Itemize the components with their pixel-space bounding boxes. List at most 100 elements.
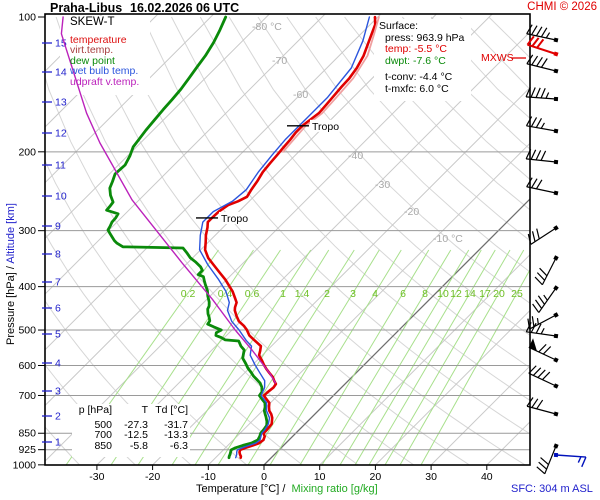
isotherm-line: [45, 14, 270, 240]
curve-virt-temp: [282, 16, 380, 153]
wind-barb-feather: [535, 179, 543, 190]
wind-barb-feather: [532, 303, 540, 313]
wind-barb-feather: [535, 87, 541, 98]
wind-barb-feather: [528, 365, 537, 374]
wind-barb-feather: [535, 26, 543, 37]
copyright-notice: CHMI © 2026: [527, 1, 597, 13]
surface-info-box: Surface: press: 963.9 hPa temp: -5.5 °C …: [379, 20, 464, 95]
wind-barb-feather: [530, 87, 536, 98]
temperature-tick-label: 20: [370, 471, 382, 483]
altitude-tick-label: 2: [55, 411, 61, 423]
pressure-tick-label: 1000: [13, 459, 37, 471]
isotherm-line: [96, 31, 530, 465]
wind-barb-feather: [535, 323, 542, 334]
isotherm-line: [45, 14, 326, 295]
wind-barb-feather: [536, 466, 546, 475]
temperature-axis-label: Temperature [°C]: [196, 483, 280, 495]
wind-barb-half-feather: [545, 92, 550, 99]
wind-barb-icon: [526, 397, 559, 417]
wind-barb-icon: [525, 116, 559, 134]
wind-barb-staff: [555, 454, 586, 458]
altitude-tick-label: 9: [55, 221, 61, 233]
pressure-tick-label: 300: [18, 225, 36, 237]
altitude-tick-label: 12: [55, 128, 67, 140]
wind-barb-feather: [540, 150, 547, 161]
wind-barb-feather: [526, 54, 534, 65]
mixing-ratio-label: 8: [422, 288, 428, 300]
wind-barb-icon: [532, 285, 559, 313]
mixing-ratio-line: [299, 249, 430, 465]
surface-box-title: Surface:: [379, 20, 419, 32]
mixing-ratio-label: 0.6: [245, 288, 260, 300]
wind-barb-feather: [535, 117, 543, 128]
legend-title: SKEW-T: [70, 16, 115, 28]
wind-barb-feather: [530, 322, 537, 333]
surface-wind-barb-icon: [553, 452, 587, 468]
wind-barb-feather: [531, 231, 536, 242]
wind-barb-feather: [538, 461, 548, 470]
wind-barb-feather: [540, 87, 546, 99]
legend-background: [60, 16, 150, 95]
levels-table-rows: 500 -27.3 -31.7 700 -12.5 -13.3 850 -5.8 -6.3: [78, 419, 188, 452]
wind-barb-feather: [534, 276, 543, 286]
wind-barb-icon: [528, 338, 559, 363]
wind-barb-feather: [537, 369, 546, 378]
legend-items: temperature virt.temp. dew point wet bulb t…: [70, 34, 139, 88]
dry-adiabat-line: [488, 16, 530, 59]
mixing-ratio-label: 17: [479, 288, 491, 300]
altitude-tick-label: 11: [55, 160, 66, 172]
dry-adiabat-line: [228, 16, 530, 336]
pressure-tick-label: 850: [18, 428, 36, 440]
wind-barb-feather: [536, 399, 544, 410]
wind-barb-dot: [553, 452, 559, 458]
pressure-tick-label: 700: [18, 390, 36, 402]
wind-barb-feather: [536, 56, 543, 67]
mixing-ratio-label: 1.4: [295, 288, 310, 300]
wind-barb-feather: [527, 233, 532, 245]
wind-barb-icon: [525, 86, 559, 102]
altitude-tick-label: 8: [55, 249, 61, 261]
isotherm-line: [45, 14, 382, 351]
wind-barb-feather: [531, 316, 535, 327]
altitude-tick-label: 15: [55, 38, 67, 50]
wind-barb-half-feather: [577, 456, 582, 463]
wind-barb-half-feather: [545, 32, 551, 39]
legend-item-virt-temp-: virt.temp.: [70, 44, 114, 57]
dry-adiabat-line: [257, 16, 530, 304]
altitude-tick-label: 1: [55, 437, 61, 449]
mixing-ratio-label: 3: [350, 288, 356, 300]
wind-barb-feather: [530, 117, 538, 127]
station-name: Praha-Libus: [50, 1, 123, 15]
altitude-tick-label: 3: [55, 386, 61, 398]
wind-barb-feather: [537, 295, 546, 305]
wind-barb-pennant: [528, 338, 537, 352]
tropopause-label-background: [219, 211, 255, 224]
table-row: 700 -12.5 -13.3: [94, 429, 188, 441]
mixing-ratio-label: 12: [450, 288, 462, 300]
wind-barb-feather: [525, 322, 532, 333]
wind-barb-feather: [538, 343, 547, 353]
wind-barb-staff: [528, 346, 557, 361]
mixing-ratio-line: [247, 249, 380, 465]
isotherm-label: -60: [293, 89, 308, 101]
wind-barb-staff: [526, 405, 557, 415]
wind-barb-feather: [530, 149, 537, 160]
isotherm-line: [319, 253, 530, 465]
mixing-ratio-line: [321, 249, 452, 465]
wind-barb-icon: [525, 149, 559, 165]
wind-barb-feather: [525, 116, 533, 127]
wind-barb-feather: [526, 24, 533, 35]
mixing-ratio-label: 25: [511, 288, 523, 300]
temperature-tick-label: -30: [89, 471, 104, 483]
wind-barb-icon: [526, 54, 559, 74]
isotherm-label: -10 °C: [433, 233, 463, 245]
temperature-tick-label: 40: [481, 471, 493, 483]
isotherm-line: [152, 86, 530, 465]
pressure-tick-label: 100: [18, 12, 36, 24]
wind-barb-staff: [527, 43, 557, 55]
wind-barb-feather: [531, 398, 539, 408]
wind-barb-feather: [531, 37, 540, 47]
legend-item-wet-bulb-temp-: wet bulb temp.: [70, 65, 139, 78]
dry-adiabat-line: [142, 16, 530, 435]
tropopause-label-background: [310, 119, 346, 132]
